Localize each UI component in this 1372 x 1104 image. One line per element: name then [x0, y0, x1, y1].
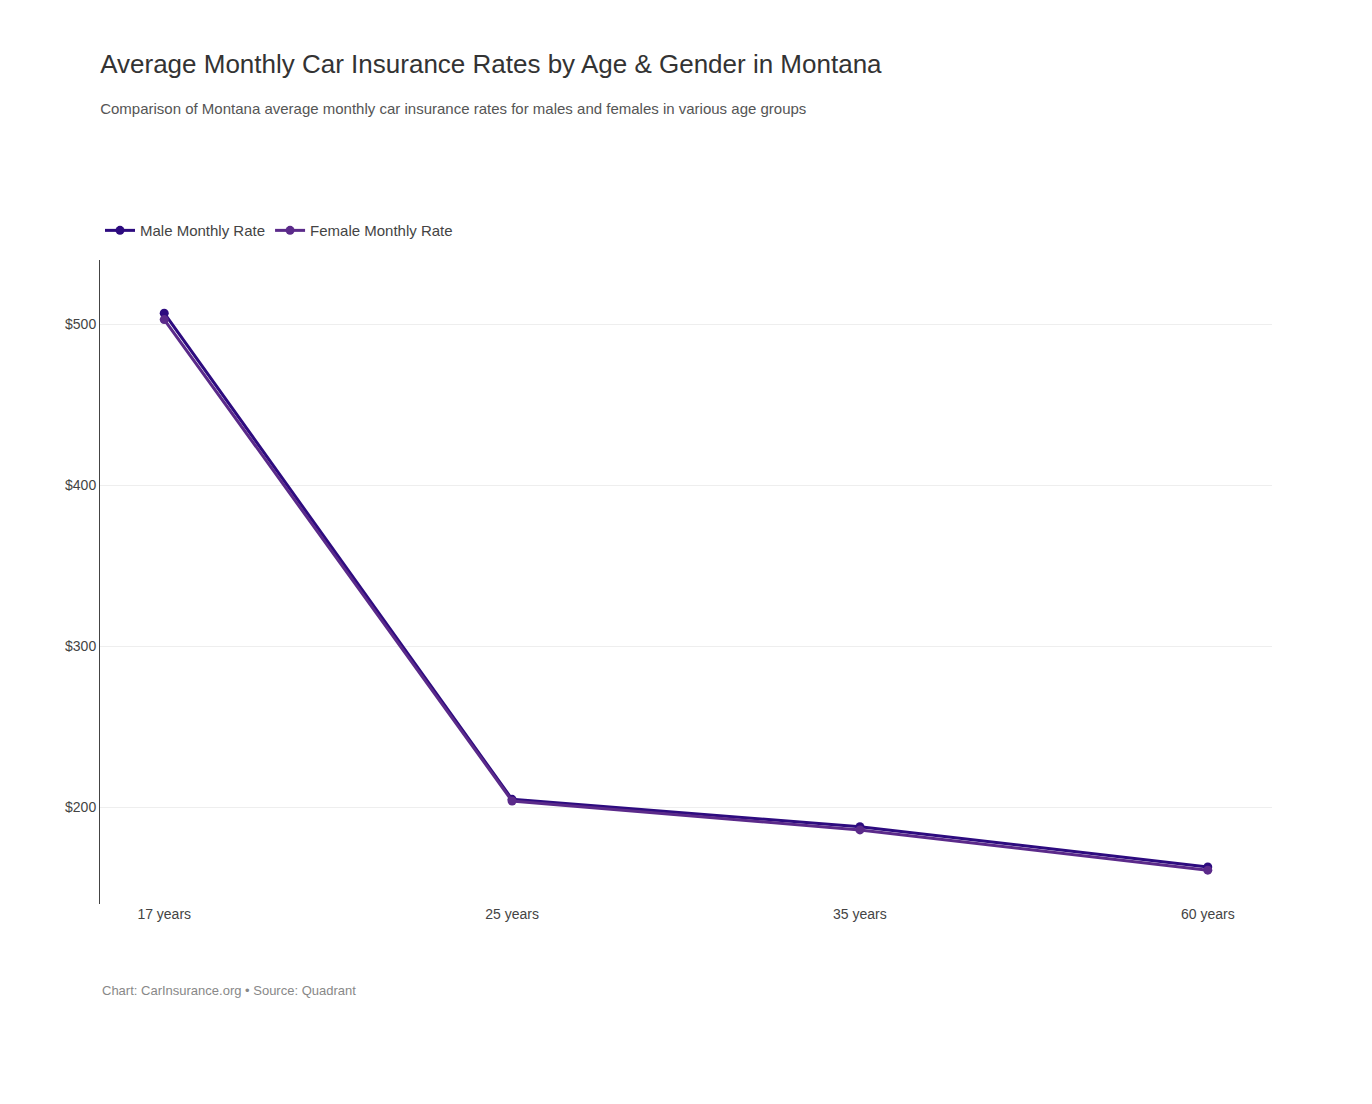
svg-text:$300: $300 — [65, 638, 96, 654]
svg-text:Male Monthly Rate: Male Monthly Rate — [140, 222, 265, 239]
svg-text:17 years: 17 years — [137, 906, 191, 922]
svg-text:60 years: 60 years — [1181, 906, 1235, 922]
svg-text:Average Monthly Car Insurance: Average Monthly Car Insurance Rates by A… — [100, 49, 882, 79]
svg-text:$200: $200 — [65, 799, 96, 815]
svg-text:Comparison of Montana average: Comparison of Montana average monthly ca… — [100, 100, 806, 117]
svg-text:35 years: 35 years — [833, 906, 887, 922]
svg-text:Chart: CarInsurance.org • Sour: Chart: CarInsurance.org • Source: Quadra… — [102, 983, 356, 998]
svg-text:$500: $500 — [65, 316, 96, 332]
svg-text:25 years: 25 years — [485, 906, 539, 922]
svg-text:$400: $400 — [65, 477, 96, 493]
svg-text:Female Monthly Rate: Female Monthly Rate — [310, 222, 453, 239]
